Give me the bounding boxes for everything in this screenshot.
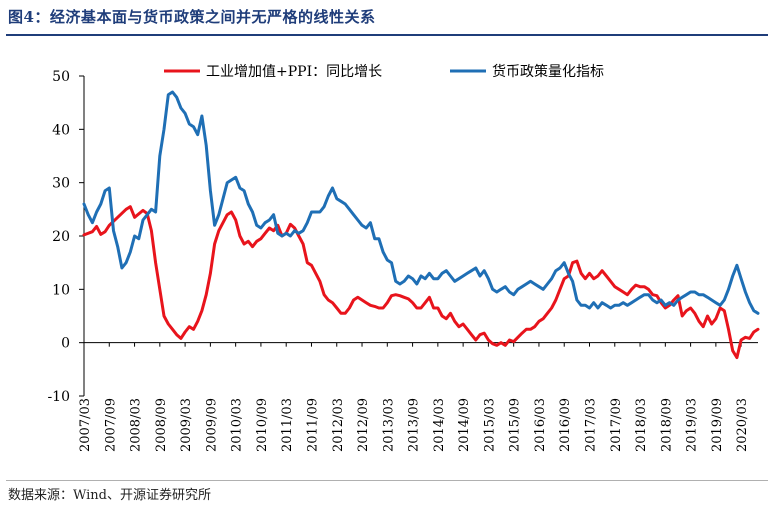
x-tick-label: 2012/03 <box>331 398 346 452</box>
legend-label-1: 工业增加值+PPI：同比增长 <box>206 64 382 80</box>
x-tick-label: 2015/09 <box>508 398 523 452</box>
x-tick-label: 2014/03 <box>432 398 447 452</box>
y-tick-label: 0 <box>61 336 70 352</box>
y-tick-label: 30 <box>52 176 70 192</box>
x-tick-label: 2009/09 <box>204 398 219 452</box>
y-tick-label: 10 <box>52 282 70 298</box>
x-tick-label: 2012/09 <box>356 398 371 452</box>
x-tick-label: 2011/03 <box>280 398 295 452</box>
x-tick-label: 2018/09 <box>659 398 674 452</box>
x-tick-label: 2007/03 <box>78 398 93 452</box>
x-tick-label: 2008/09 <box>154 398 169 452</box>
x-tick-label: 2019/03 <box>685 398 700 452</box>
x-tick-label: 2007/09 <box>103 398 118 452</box>
x-tick-label: 2015/03 <box>482 398 497 452</box>
x-tick-label: 2016/09 <box>558 398 573 452</box>
x-tick-label: 2017/09 <box>609 398 624 452</box>
x-tick-label: 2017/03 <box>584 398 599 452</box>
x-tick-label: 2013/09 <box>407 398 422 452</box>
x-tick-label: 2018/03 <box>634 398 649 452</box>
footer-rule <box>6 480 768 481</box>
x-tick-label: 2009/03 <box>179 398 194 452</box>
y-tick-label: 40 <box>52 122 70 138</box>
figure-title: 图4：经济基本面与货币政策之间并无严格的线性关系 <box>8 8 376 26</box>
x-tick-label: 2013/03 <box>381 398 396 452</box>
x-tick-label: 2014/09 <box>457 398 472 452</box>
legend-label-2: 货币政策量化指标 <box>492 63 604 80</box>
x-tick-label: 2020/03 <box>735 398 750 452</box>
series-line-1 <box>82 205 760 360</box>
x-tick-label: 2019/09 <box>710 398 725 452</box>
x-tick-label: 2011/09 <box>305 398 320 452</box>
line-chart: -10 0 10 20 30 40 50 2007/03 2007/09 2008/03 2008/… <box>47 63 760 452</box>
x-tick-label: 2008/03 <box>129 398 144 452</box>
y-tick-label: 20 <box>52 229 70 245</box>
series-line-2 <box>82 90 760 315</box>
y-tick-label: -10 <box>47 389 70 405</box>
y-tick-label: 50 <box>52 69 70 85</box>
x-tick-label: 2010/09 <box>255 398 270 452</box>
x-tick-label: 2016/03 <box>533 398 548 452</box>
source-note: 数据来源：Wind、开源证券研究所 <box>8 488 211 503</box>
x-tick-label: 2010/03 <box>230 398 245 452</box>
title-rule <box>6 34 768 36</box>
